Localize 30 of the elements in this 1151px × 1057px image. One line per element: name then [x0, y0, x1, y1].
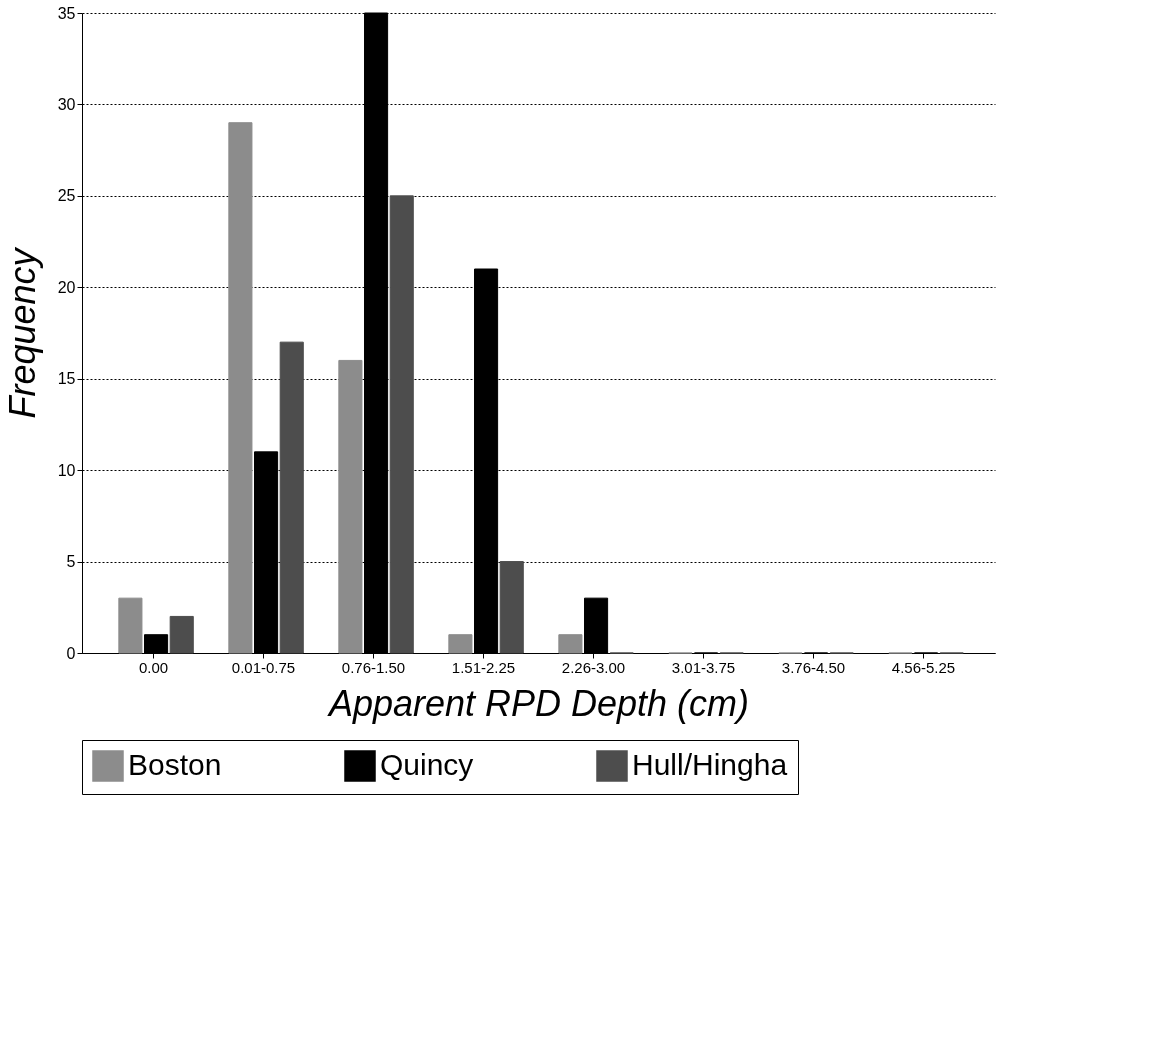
- y-tick-label: 20: [57, 278, 76, 296]
- y-tick-label: 15: [57, 370, 76, 388]
- y-tick-label: 25: [57, 187, 76, 205]
- x-tick-label: 4.56-5.25: [891, 658, 956, 676]
- x-tick-label: 3.01-3.75: [671, 658, 736, 676]
- bar: [499, 561, 524, 654]
- x-tick-label: 1.51-2.25: [451, 658, 516, 676]
- x-tick-label: 3.76-4.50: [781, 658, 846, 676]
- x-tick-label: 2.26-3.00: [561, 658, 626, 676]
- y-tick-label: 5: [66, 553, 76, 571]
- legend-label: Quincy: [380, 748, 474, 781]
- legend-label: Hull/Hingha: [632, 748, 788, 781]
- bar: [448, 634, 473, 654]
- y-tick-label: 35: [57, 4, 76, 22]
- bar: [169, 615, 194, 654]
- bar: [338, 359, 363, 654]
- bar: [558, 634, 583, 654]
- x-tick-label: 0.01-0.75: [231, 658, 296, 676]
- y-tick-label: 10: [57, 461, 76, 479]
- bar: [389, 195, 414, 654]
- x-axis-title: Apparent RPD Depth (cm): [326, 682, 750, 724]
- legend-label: Boston: [128, 748, 222, 781]
- x-tick-label: 0.00: [138, 658, 169, 676]
- bar: [118, 597, 143, 654]
- y-axis-title: Frequency: [1, 246, 43, 419]
- bar: [228, 122, 253, 654]
- x-tick-label: 0.76-1.50: [341, 658, 406, 676]
- y-tick-label: 30: [57, 95, 76, 113]
- y-tick-label: 0: [66, 644, 76, 662]
- bar: [279, 341, 304, 654]
